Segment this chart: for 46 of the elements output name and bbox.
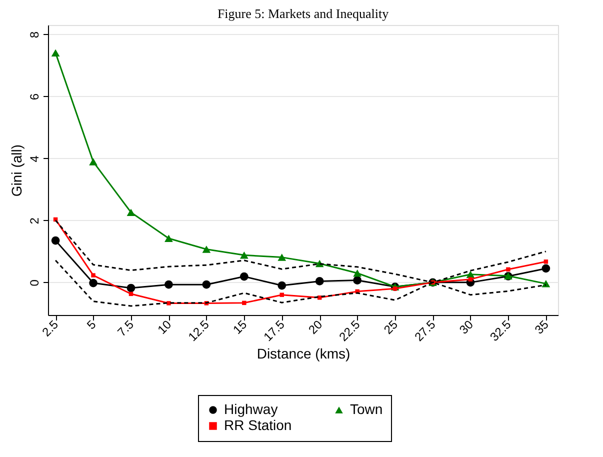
x-tick-label: 35 bbox=[532, 317, 552, 337]
point bbox=[278, 281, 286, 290]
point bbox=[164, 280, 173, 289]
point bbox=[542, 280, 550, 288]
point bbox=[317, 296, 322, 300]
point bbox=[51, 236, 60, 245]
point bbox=[353, 270, 362, 277]
y-tick-label: 0 bbox=[28, 279, 42, 286]
point bbox=[202, 246, 211, 253]
point bbox=[51, 49, 60, 57]
point bbox=[240, 252, 248, 259]
point bbox=[126, 284, 136, 292]
point bbox=[164, 234, 173, 242]
point bbox=[542, 264, 550, 273]
point bbox=[126, 208, 136, 216]
y-axis-title: Gini (all) bbox=[8, 144, 24, 197]
point bbox=[240, 272, 248, 281]
point bbox=[242, 300, 246, 306]
legend-label: RR Station bbox=[224, 417, 292, 433]
y-tick-label: 8 bbox=[28, 31, 42, 38]
point bbox=[89, 278, 98, 288]
y-tick-label: 4 bbox=[28, 155, 42, 162]
legend-label: Town bbox=[350, 401, 383, 417]
x-tick-label: 20 bbox=[306, 317, 326, 337]
legend-label: Highway bbox=[224, 401, 278, 417]
y-tick-label: 6 bbox=[28, 93, 42, 100]
point bbox=[91, 273, 96, 278]
point bbox=[89, 158, 98, 166]
x-tick-label: 5 bbox=[84, 317, 99, 332]
x-tick-label: 10 bbox=[154, 317, 174, 337]
x-axis-title: Distance (kms) bbox=[256, 345, 350, 362]
y-tick-label: 2 bbox=[28, 217, 42, 224]
point bbox=[278, 254, 286, 261]
x-tick-label: 25 bbox=[381, 317, 401, 337]
point bbox=[353, 276, 362, 284]
point bbox=[202, 280, 211, 289]
point bbox=[468, 277, 473, 282]
point bbox=[544, 260, 548, 264]
chart-title: Figure 5: Markets and Inequality bbox=[217, 6, 390, 21]
x-tick-label: 2.5 bbox=[39, 317, 62, 340]
point bbox=[315, 277, 324, 286]
x-tick-label: 15 bbox=[230, 317, 250, 337]
x-tick-label: 7.5 bbox=[114, 317, 137, 340]
point bbox=[280, 292, 284, 297]
point bbox=[506, 267, 510, 272]
x-tick-label: 30 bbox=[456, 317, 476, 337]
